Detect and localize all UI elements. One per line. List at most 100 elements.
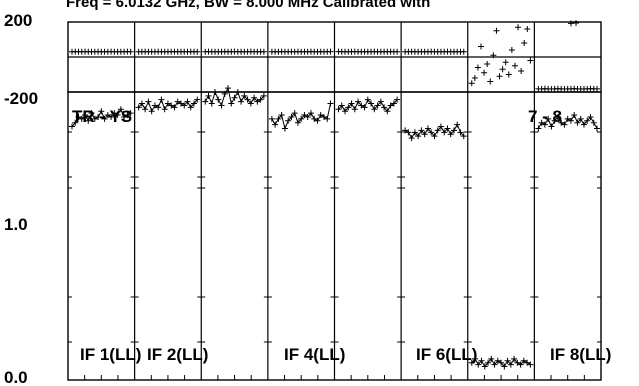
phase-point xyxy=(484,61,491,67)
amplitude-point xyxy=(221,90,228,97)
amplitude-point xyxy=(364,96,371,103)
amplitude-point xyxy=(225,85,232,92)
amplitude-point xyxy=(208,100,215,107)
amplitude-point xyxy=(394,96,401,103)
amplitude-point xyxy=(95,113,102,120)
amplitude-point xyxy=(390,100,397,107)
amplitude-point xyxy=(517,361,524,368)
amplitude-point xyxy=(511,355,518,362)
amplitude-point xyxy=(288,113,295,120)
amplitude-point xyxy=(535,125,542,132)
if-label-6: IF 6(LL) xyxy=(416,345,477,364)
amplitude-point xyxy=(138,100,145,107)
baseline-label-left: TR - YS xyxy=(72,107,132,126)
phase-point xyxy=(518,68,525,74)
amplitude-point xyxy=(381,104,388,111)
phase-point xyxy=(460,48,467,55)
amplitude-point xyxy=(368,100,375,107)
amplitude-point xyxy=(584,117,591,124)
amplitude-point xyxy=(75,113,82,120)
amplitude-point xyxy=(184,98,191,105)
amplitude-point xyxy=(275,115,282,122)
amplitude-point xyxy=(564,115,571,122)
amplitude-point xyxy=(91,115,98,122)
amplitude-point xyxy=(418,127,425,134)
amplitude-point xyxy=(238,98,245,105)
amplitude-point xyxy=(541,121,548,128)
amplitude-point xyxy=(494,357,501,364)
amplitude-point xyxy=(320,113,327,120)
amplitude-point xyxy=(594,125,600,132)
amplitude-point xyxy=(468,359,475,366)
amplitude-point xyxy=(504,357,511,364)
amplitude-point xyxy=(241,92,248,99)
amplitude-point xyxy=(475,361,482,368)
baseline-label-right: 7 - 8 xyxy=(528,107,562,126)
amplitude-point xyxy=(405,129,412,136)
amplitude-point xyxy=(148,108,155,115)
amplitude-point xyxy=(460,133,467,140)
amplitude-point xyxy=(408,135,415,142)
amplitude-point xyxy=(311,115,318,122)
phase-point xyxy=(394,48,401,55)
amplitude-point xyxy=(402,127,409,134)
amplitude-point xyxy=(538,119,545,126)
amplitude-point xyxy=(485,359,492,366)
phase-point xyxy=(499,66,506,73)
phase-point xyxy=(474,64,481,71)
amplitude-point xyxy=(548,123,555,130)
amplitude-point xyxy=(181,102,188,109)
amp-tick-0: 0.0 xyxy=(4,368,28,386)
amplitude-point xyxy=(371,106,378,113)
phase-point xyxy=(502,59,509,66)
phase-point xyxy=(194,48,201,55)
phase-point xyxy=(511,62,518,69)
amplitude-point xyxy=(338,102,345,109)
amplitude-point xyxy=(501,363,508,370)
amplitude-point xyxy=(345,104,352,111)
phase-point xyxy=(490,52,497,59)
amplitude-point xyxy=(177,100,184,107)
amplitude-point xyxy=(85,117,92,124)
phase-tick-bottom: -200 xyxy=(4,89,38,108)
amplitude-point xyxy=(304,113,311,120)
amplitude-point xyxy=(171,104,178,111)
amplitude-point xyxy=(187,104,194,111)
amplitude-point xyxy=(361,104,368,111)
phase-tick-top: 200 xyxy=(4,11,32,30)
amplitude-point xyxy=(117,106,124,113)
phase-point xyxy=(487,78,494,85)
amplitude-point xyxy=(351,106,358,113)
amplitude-point xyxy=(127,110,134,117)
amplitude-point xyxy=(324,115,331,122)
amplitude-point xyxy=(101,115,108,122)
amplitude-point xyxy=(278,112,285,119)
amplitude-point xyxy=(72,119,79,126)
phase-point xyxy=(327,48,334,55)
amplitude-point xyxy=(434,127,441,134)
phase-point xyxy=(481,69,488,76)
phase-point xyxy=(508,47,515,53)
amplitude-point xyxy=(231,94,238,101)
phase-point xyxy=(493,27,500,34)
amplitude-point xyxy=(580,121,587,128)
amplitude-point xyxy=(121,113,128,120)
amplitude-point xyxy=(348,100,355,107)
amplitude-point xyxy=(424,125,431,132)
phase-point xyxy=(521,40,528,46)
amplitude-point xyxy=(342,108,349,115)
amplitude-point xyxy=(454,121,461,128)
amplitude-point xyxy=(108,113,115,120)
amplitude-point xyxy=(428,129,435,136)
amplitude-point xyxy=(447,131,454,138)
amplitude-point xyxy=(551,117,558,124)
if-label-1: IF 1(LL) xyxy=(80,345,141,364)
amplitude-point xyxy=(155,104,162,111)
amplitude-point xyxy=(251,94,258,101)
amplitude-point xyxy=(124,112,131,119)
amplitude-point xyxy=(301,112,308,119)
amplitude-point xyxy=(574,119,581,126)
amplitude-point xyxy=(358,102,365,109)
amplitude-point xyxy=(558,119,565,126)
amplitude-point xyxy=(158,96,165,103)
